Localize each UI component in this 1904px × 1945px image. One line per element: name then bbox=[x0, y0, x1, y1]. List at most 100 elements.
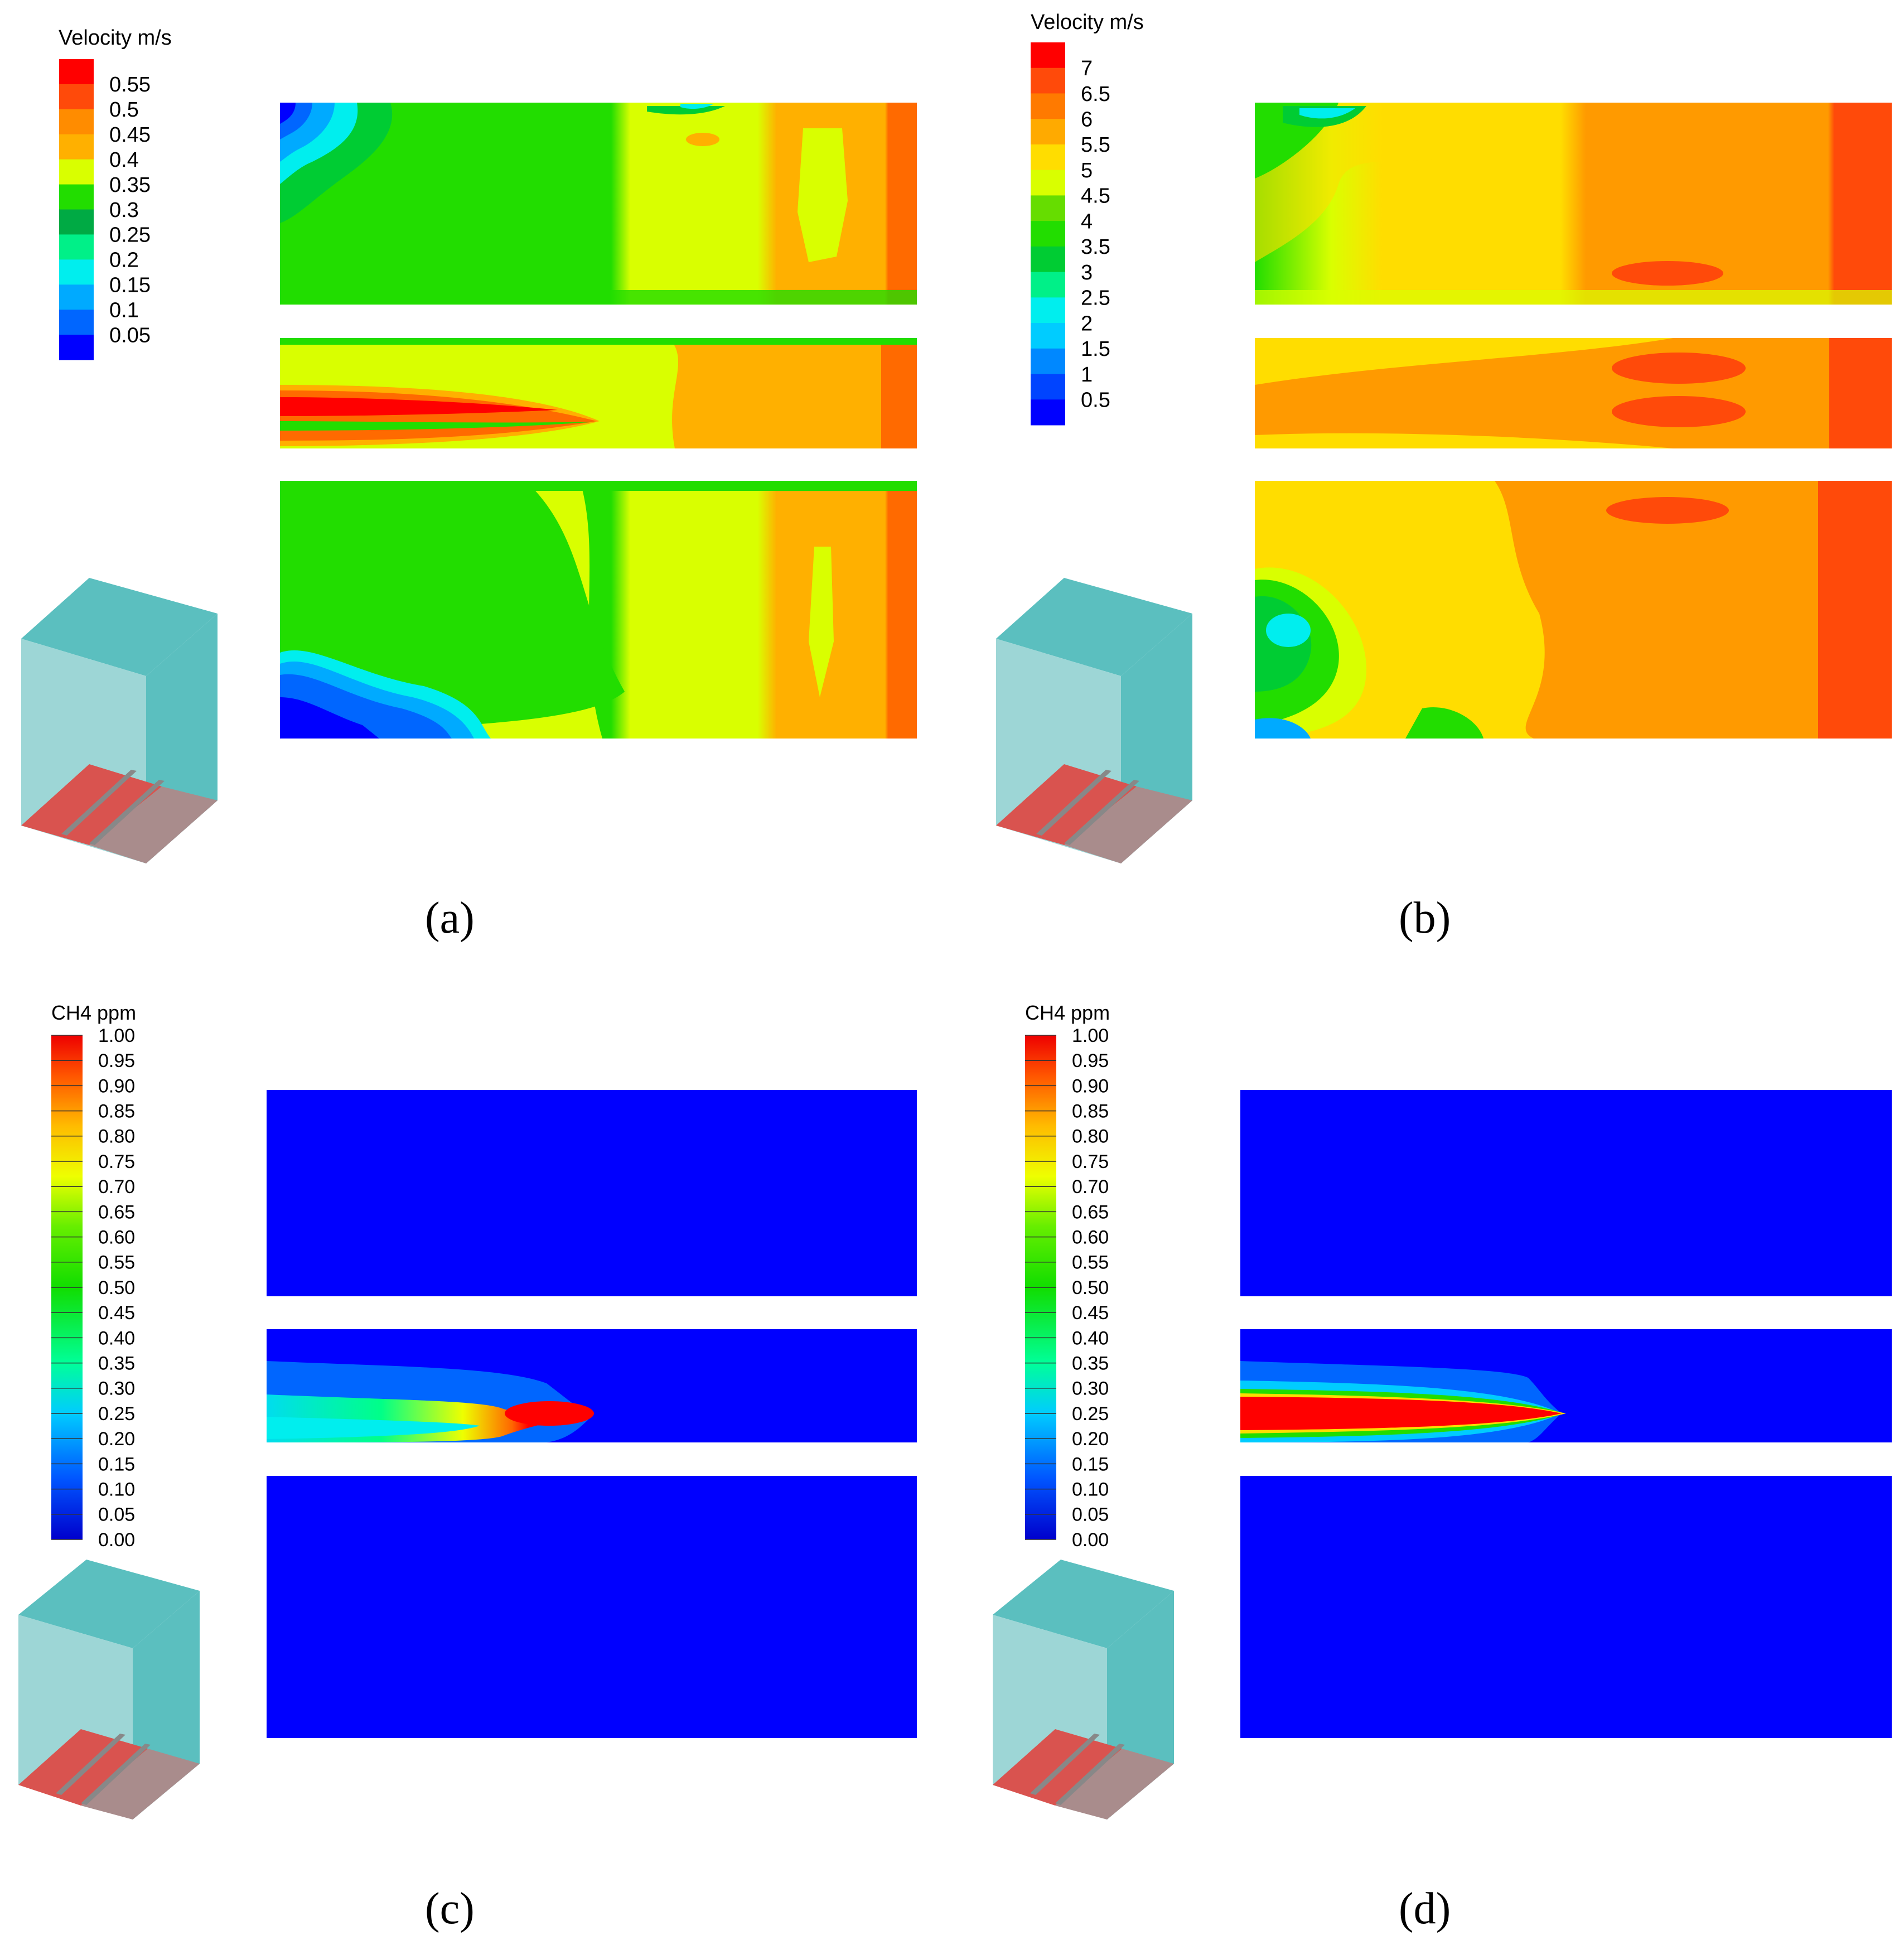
colorbar-tick-label: 0.50 bbox=[1072, 1277, 1109, 1299]
contour-plot-b-middle bbox=[1255, 338, 1892, 448]
colorbar-band bbox=[1031, 221, 1065, 247]
colorbar-tick-label: 0.80 bbox=[1072, 1126, 1109, 1147]
colorbar-tick-label: 2 bbox=[1081, 312, 1093, 335]
contour-plot-c-middle bbox=[267, 1329, 917, 1442]
colorbar-b: 7 6.565.55 4.543.53 2.521.510.5 bbox=[1031, 42, 1110, 426]
colorbar-tick-label: 0.00 bbox=[1072, 1529, 1109, 1551]
colorbar-band bbox=[1031, 399, 1065, 426]
contour-plot-a-bottom bbox=[280, 481, 917, 739]
colorbar-tick-label: 0.5 bbox=[109, 98, 139, 122]
panel-caption-d: (d) bbox=[1399, 1884, 1451, 1933]
contour-plot-d-bottom bbox=[1240, 1476, 1892, 1738]
colorbar-tick-label: 4.5 bbox=[1081, 185, 1110, 208]
contour-plot-d-middle bbox=[1240, 1329, 1892, 1442]
colorbar-tick-label: 0.30 bbox=[98, 1378, 135, 1399]
colorbar-band bbox=[59, 159, 94, 185]
colorbar-tick-label: 0.55 bbox=[1072, 1252, 1109, 1273]
colorbar-tick-label: 0.35 bbox=[1072, 1353, 1109, 1374]
room-model-c bbox=[18, 1560, 200, 1819]
colorbar-tick-label: 3.5 bbox=[1081, 235, 1110, 259]
colorbar-band bbox=[59, 59, 94, 85]
colorbar-tick-label: 0.85 bbox=[98, 1101, 135, 1122]
colorbar-tick-label: 6.5 bbox=[1081, 83, 1110, 106]
colorbar-tick-label: 0.70 bbox=[98, 1176, 135, 1198]
colorbar-band bbox=[1031, 374, 1065, 400]
colorbar-tick-label: 2.5 bbox=[1081, 287, 1110, 310]
colorbar-band bbox=[59, 84, 94, 110]
colorbar-band bbox=[1031, 42, 1065, 69]
colorbar-tick-label: 0.25 bbox=[109, 224, 151, 247]
colorbar-band bbox=[1031, 323, 1065, 349]
colorbar-band bbox=[1031, 144, 1065, 171]
colorbar-tick-label: 0.05 bbox=[109, 324, 151, 347]
colorbar-tick-label: 0.45 bbox=[109, 123, 151, 147]
colorbar-tick-label: 1.5 bbox=[1081, 337, 1110, 361]
colorbar-tick-label: 0.10 bbox=[1072, 1479, 1109, 1500]
panel-caption-b: (b) bbox=[1399, 894, 1451, 943]
contour-plot-c-bottom bbox=[267, 1476, 917, 1738]
legend-title-a: Velocity m/s bbox=[59, 26, 172, 50]
colorbar-tick-label: 0.80 bbox=[98, 1126, 135, 1147]
contour-plot-c-top bbox=[267, 1090, 917, 1296]
colorbar-band bbox=[59, 259, 94, 285]
colorbar-band bbox=[1031, 297, 1065, 324]
colorbar-tick-label: 0.95 bbox=[98, 1050, 135, 1072]
panel-caption-c: (c) bbox=[425, 1884, 475, 1933]
colorbar-tick-label: 0.65 bbox=[1072, 1201, 1109, 1223]
colorbar-tick-label: 0.90 bbox=[98, 1075, 135, 1097]
colorbar-a: 0.550.50.450.40.350.30.250.20.150.10.05 bbox=[59, 59, 151, 360]
colorbar-tick-label: 5.5 bbox=[1081, 133, 1110, 157]
colorbar-tick-label: 0.90 bbox=[1072, 1075, 1109, 1097]
colorbar-tick-label: 1.00 bbox=[98, 1025, 135, 1046]
colorbar-tick-label: 0.00 bbox=[98, 1529, 135, 1551]
contour-plot-b-bottom bbox=[1255, 481, 1892, 739]
colorbar-tick-label: 0.75 bbox=[1072, 1151, 1109, 1172]
colorbar-tick-label: 0.50 bbox=[98, 1277, 135, 1299]
colorbar-c: 1.00 0.95 0.90 0.85 0.80 0.75 0.70 0.65 0.60 0.55… bbox=[51, 1025, 135, 1551]
room-model-d bbox=[993, 1560, 1174, 1819]
colorbar-tick-label: 3 bbox=[1081, 261, 1093, 284]
legend-title-c: CH4 ppm bbox=[51, 1001, 136, 1024]
colorbar-tick-label: 0.15 bbox=[98, 1454, 135, 1475]
colorbar-tick-label: 1 bbox=[1081, 363, 1093, 387]
legend-title-d: CH4 ppm bbox=[1025, 1001, 1110, 1024]
colorbar-tick-label: 0.45 bbox=[98, 1302, 135, 1324]
colorbar-tick-label: 0.45 bbox=[1072, 1302, 1109, 1324]
colorbar-tick-label: 0.3 bbox=[109, 199, 139, 222]
colorbar-tick-label: 0.95 bbox=[1072, 1050, 1109, 1072]
colorbar-tick-label: 0.60 bbox=[98, 1227, 135, 1248]
colorbar-band bbox=[1031, 348, 1065, 375]
room-model-b bbox=[996, 578, 1192, 863]
colorbar-tick-label: 0.55 bbox=[109, 73, 151, 96]
colorbar-tick-label: 0.4 bbox=[109, 148, 139, 172]
panel-b: Velocity m/s 7 6.565.55 4.543.53 2.521.510.… bbox=[996, 11, 1892, 943]
colorbar-tick-label: 0.35 bbox=[109, 173, 151, 197]
colorbar-tick-label: 0.65 bbox=[98, 1201, 135, 1223]
colorbar-tick-label: 0.2 bbox=[109, 249, 139, 272]
colorbar-band bbox=[59, 310, 94, 335]
panel-caption-a: (a) bbox=[425, 894, 475, 943]
colorbar-tick-label: 0.15 bbox=[1072, 1454, 1109, 1475]
colorbar-tick-label: 0.40 bbox=[98, 1328, 135, 1349]
colorbar-band bbox=[59, 335, 94, 360]
colorbar-band bbox=[59, 234, 94, 260]
contour-plot-b-top bbox=[1255, 103, 1892, 305]
colorbar-tick-label: 0.25 bbox=[1072, 1403, 1109, 1425]
colorbar-tick-label: 0.1 bbox=[109, 298, 139, 322]
colorbar-band bbox=[59, 209, 94, 235]
colorbar-band bbox=[1031, 246, 1065, 273]
colorbar-tick-label: 4 bbox=[1081, 210, 1093, 233]
colorbar-tick-label: 0.25 bbox=[98, 1403, 135, 1425]
colorbar-band bbox=[59, 109, 94, 135]
colorbar-band bbox=[1031, 93, 1065, 119]
colorbar-tick-label: 0.15 bbox=[109, 274, 151, 297]
colorbar-band bbox=[59, 184, 94, 210]
colorbar-tick-label: 0.05 bbox=[98, 1504, 135, 1526]
panel-c: CH4 ppm 1.00 0.95 0.90 0.85 0.80 0.75 0.70 0.65… bbox=[18, 1001, 917, 1933]
colorbar-tick-label: 0.5 bbox=[1081, 389, 1110, 412]
colorbar-band bbox=[1031, 67, 1065, 94]
colorbar-d: 1.00 0.95 0.90 0.85 0.80 0.75 0.70 0.65 0.60 0.55… bbox=[1025, 1025, 1109, 1551]
contour-plot-d-top bbox=[1240, 1090, 1892, 1296]
colorbar-tick-label: 0.85 bbox=[1072, 1101, 1109, 1122]
colorbar-tick-label: 0.70 bbox=[1072, 1176, 1109, 1198]
